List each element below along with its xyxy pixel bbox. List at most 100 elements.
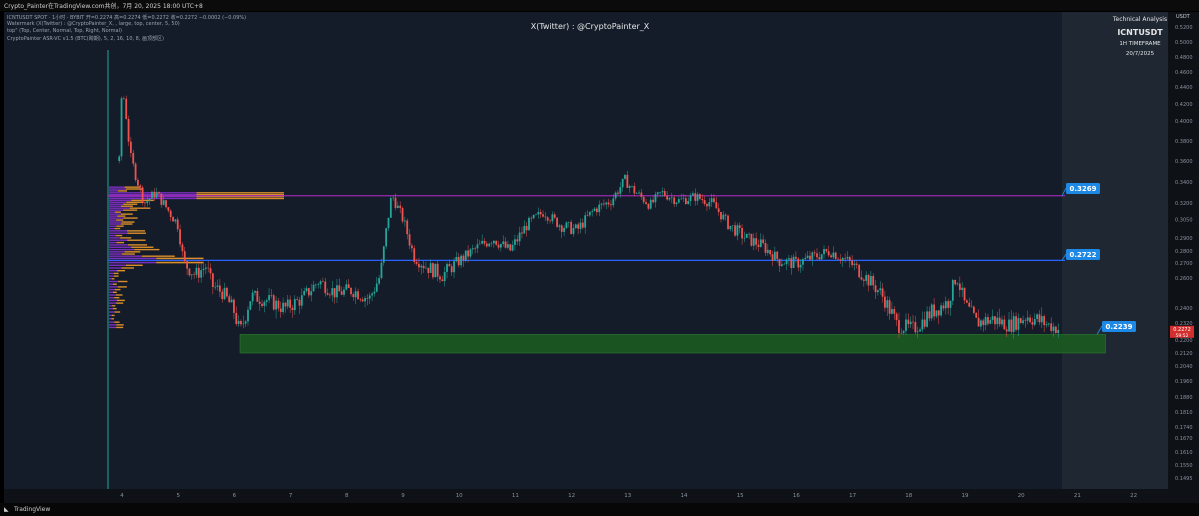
- profile-bar: [116, 225, 124, 227]
- candle-body: [785, 259, 788, 264]
- candle-body: [670, 197, 673, 199]
- x-tick-label: 11: [512, 493, 519, 499]
- profile-bar: [196, 197, 284, 200]
- y-tick-label: 0.1740: [1175, 425, 1193, 431]
- candle-body: [560, 225, 563, 232]
- candle-body: [193, 274, 196, 276]
- y-tick-label: 0.4000: [1175, 119, 1193, 125]
- level-badge-lower[interactable]: [1102, 321, 1136, 332]
- candle-body: [427, 267, 430, 273]
- y-tick-label: 0.2800: [1175, 249, 1193, 255]
- candle-body: [588, 211, 591, 216]
- support-zone[interactable]: [239, 334, 1106, 354]
- candle-body: [1036, 314, 1039, 319]
- candle-body: [980, 320, 982, 327]
- profile-bar: [116, 299, 125, 302]
- profile-bar: [126, 201, 144, 203]
- candle-body: [572, 228, 575, 234]
- profile-bar: [124, 251, 141, 253]
- candle-body: [766, 249, 769, 253]
- candle-body: [312, 284, 315, 292]
- candle-body: [455, 256, 458, 262]
- candle-body: [956, 283, 959, 285]
- candle-body: [558, 225, 561, 227]
- current-price-label: 0.2272: [1173, 327, 1191, 333]
- candle-body: [410, 245, 413, 249]
- candle-body: [654, 194, 657, 203]
- candle-body: [806, 255, 809, 258]
- profile-bar: [109, 278, 112, 280]
- candles-group: [118, 95, 1060, 339]
- time-axis[interactable]: [4, 489, 1199, 503]
- candle-body: [1045, 324, 1048, 326]
- analysis-timeframe: 1H TIMEFRAME: [1119, 41, 1161, 47]
- candle-body: [748, 233, 750, 235]
- price-axis[interactable]: [1168, 12, 1199, 489]
- candle-body: [441, 279, 444, 282]
- candle-body: [155, 192, 158, 198]
- candle-body: [286, 299, 289, 307]
- profile-bar: [121, 221, 135, 223]
- x-tick-label: 5: [176, 493, 180, 499]
- candle-body: [809, 255, 811, 260]
- candle-body: [127, 118, 130, 142]
- profile-bar: [109, 188, 126, 190]
- candle-body: [706, 204, 708, 207]
- profile-bar: [156, 261, 204, 264]
- x-tick-label: 22: [1130, 493, 1137, 499]
- candle-body: [724, 214, 727, 216]
- profile-bar: [120, 205, 133, 207]
- candle-body: [432, 263, 434, 278]
- profile-bar: [125, 188, 143, 190]
- candle-body: [511, 244, 514, 251]
- legend-line-4[interactable]: CryptoPainter ASR-VC v1.5 (BTC(跨期), 5, 2…: [7, 36, 164, 42]
- candle-body: [823, 249, 825, 255]
- candle-body: [338, 285, 341, 292]
- candle-body: [649, 199, 652, 209]
- chart-area[interactable]: [4, 12, 1168, 489]
- legend-line-3[interactable]: top" (Top, Center, Normal, Top, Right, N…: [7, 28, 122, 34]
- candle-body: [855, 263, 858, 265]
- candle-body: [762, 239, 765, 244]
- candle-body: [176, 219, 179, 230]
- candle-body: [251, 292, 254, 302]
- level-badge-middle[interactable]: [1066, 249, 1100, 260]
- profile-bar: [109, 209, 124, 211]
- candle-body: [708, 202, 711, 207]
- profile-bar: [113, 272, 119, 275]
- x-tick-label: 8: [345, 493, 349, 499]
- legend-line-2[interactable]: Watermark (X(Twitter) : @CryptoPainter_X…: [7, 21, 180, 27]
- candle-body: [144, 202, 146, 204]
- profile-bar: [109, 199, 132, 202]
- candle-body: [211, 273, 214, 288]
- level-badge-upper[interactable]: [1066, 183, 1100, 194]
- candle-body: [499, 244, 502, 248]
- profile-bar: [109, 314, 112, 317]
- legend-line-1[interactable]: ICNTUSDT SPOT · 1小时 · BYBIT 开=0.2274 高=0…: [7, 15, 247, 21]
- candle-body: [593, 208, 596, 211]
- candle-body: [483, 240, 486, 244]
- profile-bar: [131, 246, 154, 248]
- profile-bar: [109, 186, 125, 188]
- candle-body: [837, 258, 839, 260]
- candle-body: [218, 285, 221, 292]
- candle-body: [961, 287, 964, 290]
- profile-bar: [120, 237, 132, 239]
- candle-body: [403, 220, 406, 222]
- candle-body: [174, 219, 177, 222]
- analysis-date: 20/7/2025: [1125, 51, 1155, 57]
- candle-body: [907, 319, 910, 325]
- candle-body: [268, 295, 270, 301]
- y-tick-label: 0.4400: [1175, 85, 1193, 91]
- candle-body: [310, 291, 313, 296]
- profile-bar: [127, 239, 146, 241]
- candle-body: [659, 192, 662, 193]
- candle-body: [195, 267, 198, 275]
- candle-body: [727, 215, 729, 230]
- profile-bar: [109, 207, 130, 209]
- candle-body: [275, 300, 277, 310]
- volume-profile-group: [109, 186, 284, 329]
- profile-bar: [116, 326, 124, 329]
- candle-body: [244, 321, 247, 324]
- candle-body: [1024, 320, 1027, 321]
